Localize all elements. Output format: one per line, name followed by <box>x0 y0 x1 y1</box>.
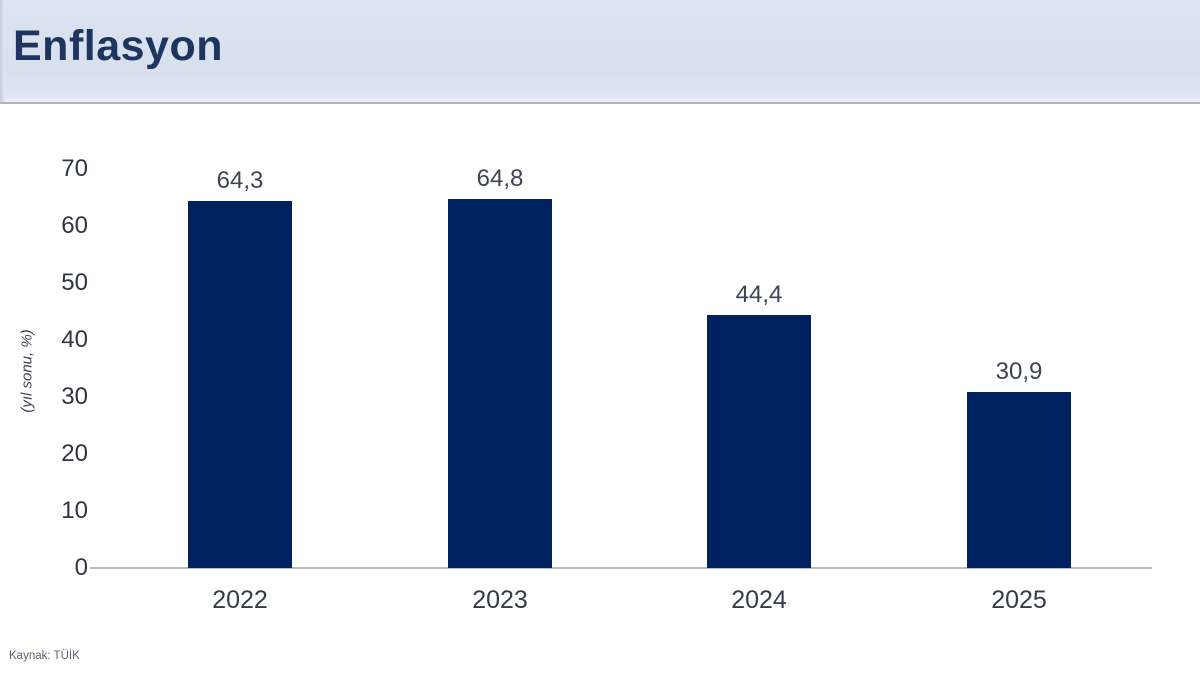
y-tick-label: 20 <box>61 440 88 467</box>
y-tick-label: 60 <box>61 212 88 239</box>
y-tick-label: 70 <box>61 155 88 182</box>
y-tick-label: 30 <box>61 383 88 410</box>
x-tick-label: 2025 <box>991 586 1047 614</box>
bar-2024 <box>707 315 811 568</box>
page-title: Enflasyon <box>13 22 223 70</box>
source-note: Kaynak: TÜİK <box>9 650 80 662</box>
bar-2022 <box>188 201 292 568</box>
header-band: Enflasyon <box>0 0 1200 104</box>
header-left-edge <box>0 0 5 102</box>
x-tick-label: 2024 <box>731 586 787 614</box>
y-tick-label: 40 <box>61 326 88 353</box>
bar-value-label: 64,8 <box>476 165 524 192</box>
bar-value-label: 44,4 <box>735 281 783 308</box>
bar-2023 <box>448 199 552 568</box>
x-tick-label: 2022 <box>212 586 268 614</box>
bar-2025 <box>967 392 1071 568</box>
y-tick-label: 0 <box>74 554 88 581</box>
bar-value-label: 30,9 <box>995 358 1043 385</box>
x-tick-label: 2023 <box>472 586 528 614</box>
x-axis-line <box>90 567 1152 569</box>
bar-value-label: 64,3 <box>216 167 264 194</box>
y-tick-label: 50 <box>61 269 88 296</box>
y-axis-title: (yıl sonu, %) <box>18 329 36 413</box>
y-tick-label: 10 <box>61 497 88 524</box>
